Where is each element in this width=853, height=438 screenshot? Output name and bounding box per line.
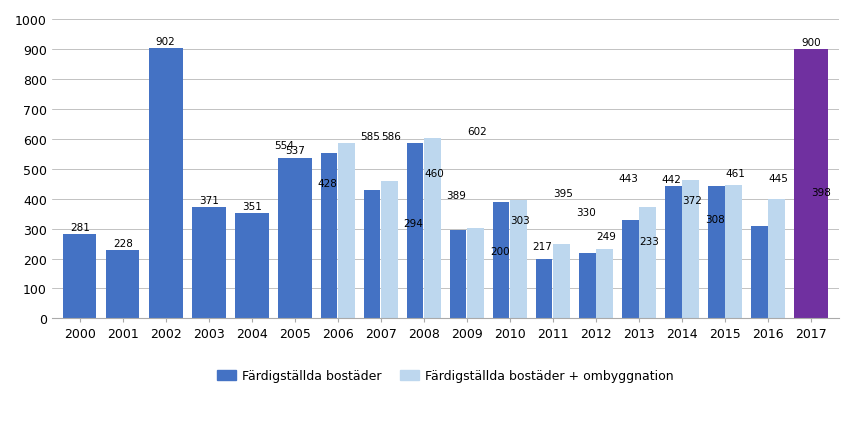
Bar	[622, 220, 638, 319]
Bar	[363, 191, 380, 319]
Bar	[321, 153, 337, 319]
Bar	[578, 254, 595, 319]
Bar	[235, 214, 268, 319]
Bar	[192, 208, 225, 319]
Bar	[793, 50, 827, 319]
Bar	[380, 181, 397, 319]
Text: 398: 398	[810, 187, 830, 198]
Bar	[768, 200, 784, 319]
Text: 372: 372	[682, 195, 701, 205]
Bar	[682, 181, 698, 319]
Text: 228: 228	[113, 238, 132, 248]
Text: 303: 303	[510, 216, 530, 226]
Text: 371: 371	[199, 195, 218, 205]
Bar	[424, 139, 440, 319]
Text: 602: 602	[467, 127, 486, 137]
Text: 902: 902	[156, 37, 176, 47]
Bar	[553, 244, 569, 319]
Bar	[63, 235, 96, 319]
Bar	[450, 231, 466, 319]
Bar	[407, 144, 423, 319]
Text: 461: 461	[724, 169, 745, 179]
Text: 217: 217	[532, 241, 552, 251]
Text: 308: 308	[704, 214, 723, 224]
Text: 389: 389	[446, 190, 466, 200]
Text: 900: 900	[800, 38, 820, 47]
Bar	[639, 208, 655, 319]
Text: 537: 537	[285, 146, 305, 156]
Text: 330: 330	[575, 208, 595, 218]
Bar	[338, 144, 354, 319]
Bar	[467, 228, 483, 319]
Text: 233: 233	[639, 237, 659, 247]
Text: 200: 200	[490, 247, 509, 257]
Text: 442: 442	[661, 174, 681, 184]
Text: 428: 428	[317, 178, 337, 188]
Bar	[595, 249, 612, 319]
Bar	[707, 187, 723, 319]
Bar	[148, 49, 183, 319]
Legend: Färdigställda bostäder, Färdigställda bostäder + ombyggnation: Färdigställda bostäder, Färdigställda bo…	[212, 364, 678, 387]
Text: 586: 586	[380, 131, 401, 141]
Bar	[106, 251, 139, 319]
Bar	[278, 158, 311, 319]
Text: 281: 281	[70, 223, 90, 232]
Bar	[664, 186, 681, 319]
Text: 351: 351	[241, 201, 261, 212]
Text: 460: 460	[424, 169, 444, 179]
Text: 443: 443	[618, 174, 638, 184]
Text: 294: 294	[403, 219, 423, 229]
Text: 445: 445	[768, 173, 787, 184]
Bar	[724, 186, 741, 319]
Text: 554: 554	[274, 141, 294, 151]
Text: 585: 585	[360, 131, 380, 141]
Bar	[510, 201, 526, 319]
Text: 395: 395	[553, 188, 572, 198]
Bar	[492, 202, 509, 319]
Bar	[536, 259, 552, 319]
Bar	[751, 227, 767, 319]
Text: 249: 249	[595, 232, 616, 242]
